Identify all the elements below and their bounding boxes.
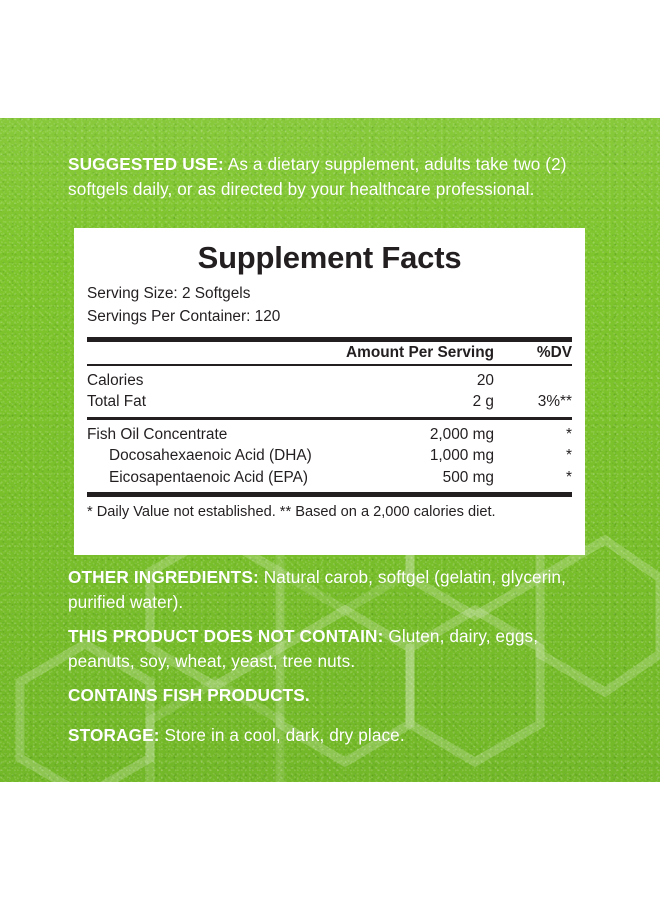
row-amount: 500 mg	[442, 468, 494, 486]
nutrition-group-basic: Calories 20 Total Fat 2 g 3%**	[87, 370, 572, 413]
table-row: Eicosapentaenoic Acid (EPA) 500 mg *	[87, 467, 572, 489]
contains-fish-heading: CONTAINS FISH PRODUCTS.	[68, 685, 310, 705]
row-name: Total Fat	[87, 393, 147, 410]
table-header-row: Amount Per Serving %DV	[87, 342, 572, 364]
header-nutrient	[87, 342, 346, 364]
row-dv	[494, 370, 572, 392]
table-row: Docosahexaenoic Acid (DHA) 1,000 mg *	[87, 445, 572, 467]
row-dv: *	[566, 468, 572, 486]
serving-info: Serving Size: 2 Softgels Servings Per Co…	[87, 283, 572, 328]
header-bottom-rule	[87, 363, 572, 366]
row-dv: 3%**	[537, 393, 572, 410]
supplement-facts-title: Supplement Facts	[197, 240, 462, 275]
row-name: Eicosapentaenoic Acid (EPA)	[109, 468, 309, 486]
does-not-contain-body: Gluten, dairy, eggs, peanuts, soy, wheat…	[68, 626, 539, 671]
header-amount-per-serving: Amount Per Serving	[346, 344, 494, 361]
mid-divider-rule	[87, 416, 572, 420]
other-ingredients-heading: OTHER INGREDIENTS:	[68, 567, 259, 587]
header-top-rule	[87, 337, 572, 342]
row-name: Docosahexaenoic Acid (DHA)	[109, 447, 312, 464]
row-dv: *	[566, 447, 572, 464]
table-row: Total Fat 2 g 3%**	[87, 391, 572, 413]
row-amount: 20	[476, 371, 494, 389]
servings-per-container: Servings Per Container: 120	[87, 307, 281, 325]
storage-body: Store in a cool, dark, dry place.	[159, 725, 405, 745]
suggested-use-heading: SUGGESTED USE:	[68, 154, 224, 174]
footnote-text: * Daily Value not established. ** Based …	[87, 504, 496, 520]
table-row: Calories 20	[87, 370, 572, 392]
row-amount: 1,000 mg	[429, 447, 494, 464]
nutrition-table: Amount Per Serving %DV	[87, 342, 572, 364]
header-daily-value: %DV	[536, 344, 572, 361]
row-amount: 2 g	[472, 393, 494, 410]
storage-heading: STORAGE:	[68, 725, 160, 745]
footnote-top-rule	[87, 492, 572, 497]
does-not-contain-block: THIS PRODUCT DOES NOT CONTAIN: Gluten, d…	[68, 624, 594, 674]
supplement-facts-body: Serving Size: 2 Softgels Servings Per Co…	[74, 283, 585, 522]
contains-fish-block: CONTAINS FISH PRODUCTS.	[68, 683, 594, 708]
row-amount: 2,000 mg	[429, 425, 494, 443]
nutrition-group-fishoil: Fish Oil Concentrate 2,000 mg * Docosahe…	[87, 424, 572, 489]
suggested-use-body: As a dietary supplement, adults take two…	[68, 154, 567, 199]
row-dv: *	[566, 425, 572, 443]
serving-size: Serving Size: 2 Softgels	[87, 285, 251, 302]
other-ingredients-body: Natural carob, softgel (gelatin, glyceri…	[68, 567, 566, 612]
suggested-use-block: SUGGESTED USE: As a dietary supplement, …	[68, 152, 594, 202]
row-name: Calories	[87, 371, 144, 389]
does-not-contain-heading: THIS PRODUCT DOES NOT CONTAIN:	[68, 626, 384, 646]
supplement-facts-panel: Supplement Facts Serving Size: 2 Softgel…	[74, 228, 585, 555]
spacer-above-header-rule	[87, 328, 572, 337]
storage-block: STORAGE: Store in a cool, dark, dry plac…	[68, 723, 594, 748]
table-row: Fish Oil Concentrate 2,000 mg *	[87, 424, 572, 446]
other-ingredients-block: OTHER INGREDIENTS: Natural carob, softge…	[68, 565, 594, 615]
row-name: Fish Oil Concentrate	[87, 425, 228, 443]
